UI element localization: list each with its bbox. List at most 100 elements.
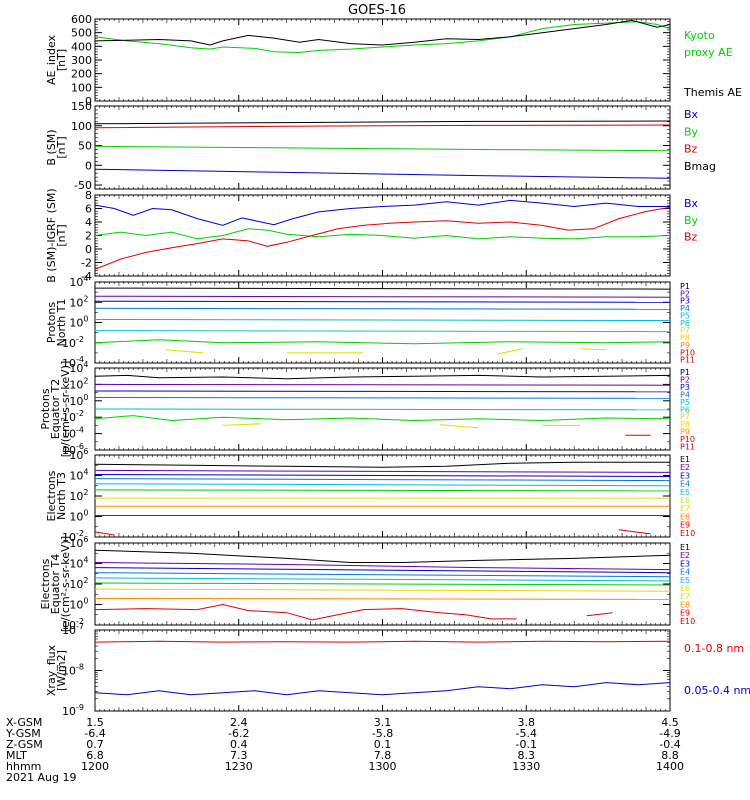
y-tick-label: 500: [71, 27, 92, 40]
y-axis-label: AE_index: [45, 34, 58, 85]
legend-entry: E6: [680, 496, 690, 505]
footer-value-zgsm: 0.1: [374, 738, 392, 751]
legend-entry: P5: [680, 311, 690, 320]
footer-value-ygsm: -6.4: [84, 727, 105, 740]
legend-entry: E4: [680, 480, 690, 489]
legend-entry: P6: [680, 405, 690, 414]
y-tick-label: 104: [69, 274, 88, 289]
legend-entry: Bz: [684, 143, 698, 156]
legend-entry: E3: [680, 471, 690, 480]
series-line-p1: [95, 287, 670, 290]
y-tick-label: 100: [69, 315, 88, 330]
series-line-e5: [95, 483, 670, 487]
legend-entry: By: [684, 214, 699, 227]
y-tick-label: 104: [69, 556, 88, 571]
legend-entry: Bmag: [684, 160, 716, 173]
legend-entry: P11: [680, 443, 695, 452]
series-line-e2: [95, 469, 670, 473]
footer-date: 2021 Aug 19: [6, 771, 76, 784]
legend-entry: E7: [680, 592, 690, 601]
footer-value-ygsm: -6.2: [228, 727, 249, 740]
series-line-bmag: [95, 120, 670, 125]
legend-entry: E8: [680, 512, 690, 521]
y-tick-label: 8: [85, 189, 92, 202]
series-line-themis-ae: [95, 19, 670, 46]
series-line-e9: [95, 603, 517, 621]
y-axis-label: Equator T2: [49, 379, 62, 439]
legend-entry: E2: [680, 551, 690, 560]
footer-value-mlt: 7.8: [374, 749, 392, 762]
footer-value-ygsm: -4.9: [659, 727, 680, 740]
series-line-p8d: [580, 348, 607, 351]
y-tick-label: 102: [69, 488, 88, 503]
legend-entry: E10: [680, 529, 695, 538]
y-axis-label: North T3: [55, 472, 68, 520]
y-axis-label: Electrons: [45, 470, 58, 521]
series-group: [95, 19, 670, 54]
footer-value-ygsm: -5.4: [516, 727, 537, 740]
legend-entry: P7: [680, 326, 690, 335]
footer-row-label: hhmm: [6, 760, 41, 773]
legend: Kyoto proxy AE Themis AE: [683, 29, 742, 99]
y-tick-label: 106: [69, 535, 88, 550]
legend-entry: proxy AE: [684, 46, 733, 59]
series-line-p8c: [497, 348, 524, 355]
y-tick-label: 300: [71, 54, 92, 67]
legend-entry: E2: [680, 463, 690, 472]
y-tick-label: 50: [78, 140, 92, 153]
series-line-p1: [95, 374, 670, 380]
legend-entry: P6: [680, 319, 690, 328]
series-line-e7: [95, 588, 670, 592]
footer-value-hhmm: 1200: [81, 760, 109, 773]
legend-entry: Bx: [684, 108, 699, 121]
legend: Bx By Bz: [684, 197, 699, 244]
legend-entry: E9: [680, 609, 690, 618]
series-line-e6: [95, 582, 670, 586]
y-tick-label: -50: [74, 179, 92, 192]
legend-entry: P10: [680, 348, 695, 357]
y-axis-label: [W/m2]: [55, 650, 68, 691]
y-axis-label: [nT]: [55, 49, 68, 71]
y-axis-label: Electrons: [39, 558, 52, 609]
panel-bsm: -50 0 50 100 150 B (SM)[nT] Bx By Bz Bmag: [45, 100, 716, 192]
legend: Bx By Bz Bmag: [684, 108, 716, 173]
y-tick-label: 104: [69, 360, 88, 375]
y-tick-label: 600: [71, 13, 92, 26]
y-tick-label: 100: [69, 509, 88, 524]
footer-row-label: Y-GSM: [5, 727, 41, 740]
series-line-e3: [95, 567, 670, 574]
y-tick-label: 2: [85, 230, 92, 243]
series-line-e4: [95, 572, 670, 578]
series-group: [95, 287, 670, 355]
legend-entry: Themis AE: [683, 86, 742, 99]
legend-entry: Bz: [684, 231, 698, 244]
y-axis-label: Equator T4: [49, 554, 62, 614]
series-line-p4: [95, 307, 670, 310]
series-line-p3: [95, 300, 670, 303]
legend-entry: E5: [680, 488, 690, 497]
series-group: [95, 640, 670, 696]
series-line-e10: [586, 612, 613, 617]
y-axis-label: B (SM): [45, 129, 58, 165]
series-line-e4: [95, 478, 670, 482]
series-line-p8a: [165, 349, 204, 354]
legend-entry: P10: [680, 435, 695, 444]
series-line-e10b: [618, 529, 651, 535]
legend-entry: P4: [680, 304, 690, 313]
footer-value-mlt: 6.8: [86, 749, 104, 762]
legend-entry: 0.1-0.8 nm: [684, 642, 744, 655]
y-tick-label: 200: [71, 68, 92, 81]
y-axis-label: [p/(cm²-s-sr-keV)]: [59, 361, 72, 458]
y-tick-label: 400: [71, 40, 92, 53]
series-group: [95, 549, 670, 621]
y-tick-label: -4: [81, 270, 92, 283]
footer-value-mlt: 8.8: [661, 749, 679, 762]
series-line-bz: [95, 124, 670, 129]
y-tick-label: 100: [69, 393, 88, 408]
legend-entry: E7: [680, 504, 690, 513]
